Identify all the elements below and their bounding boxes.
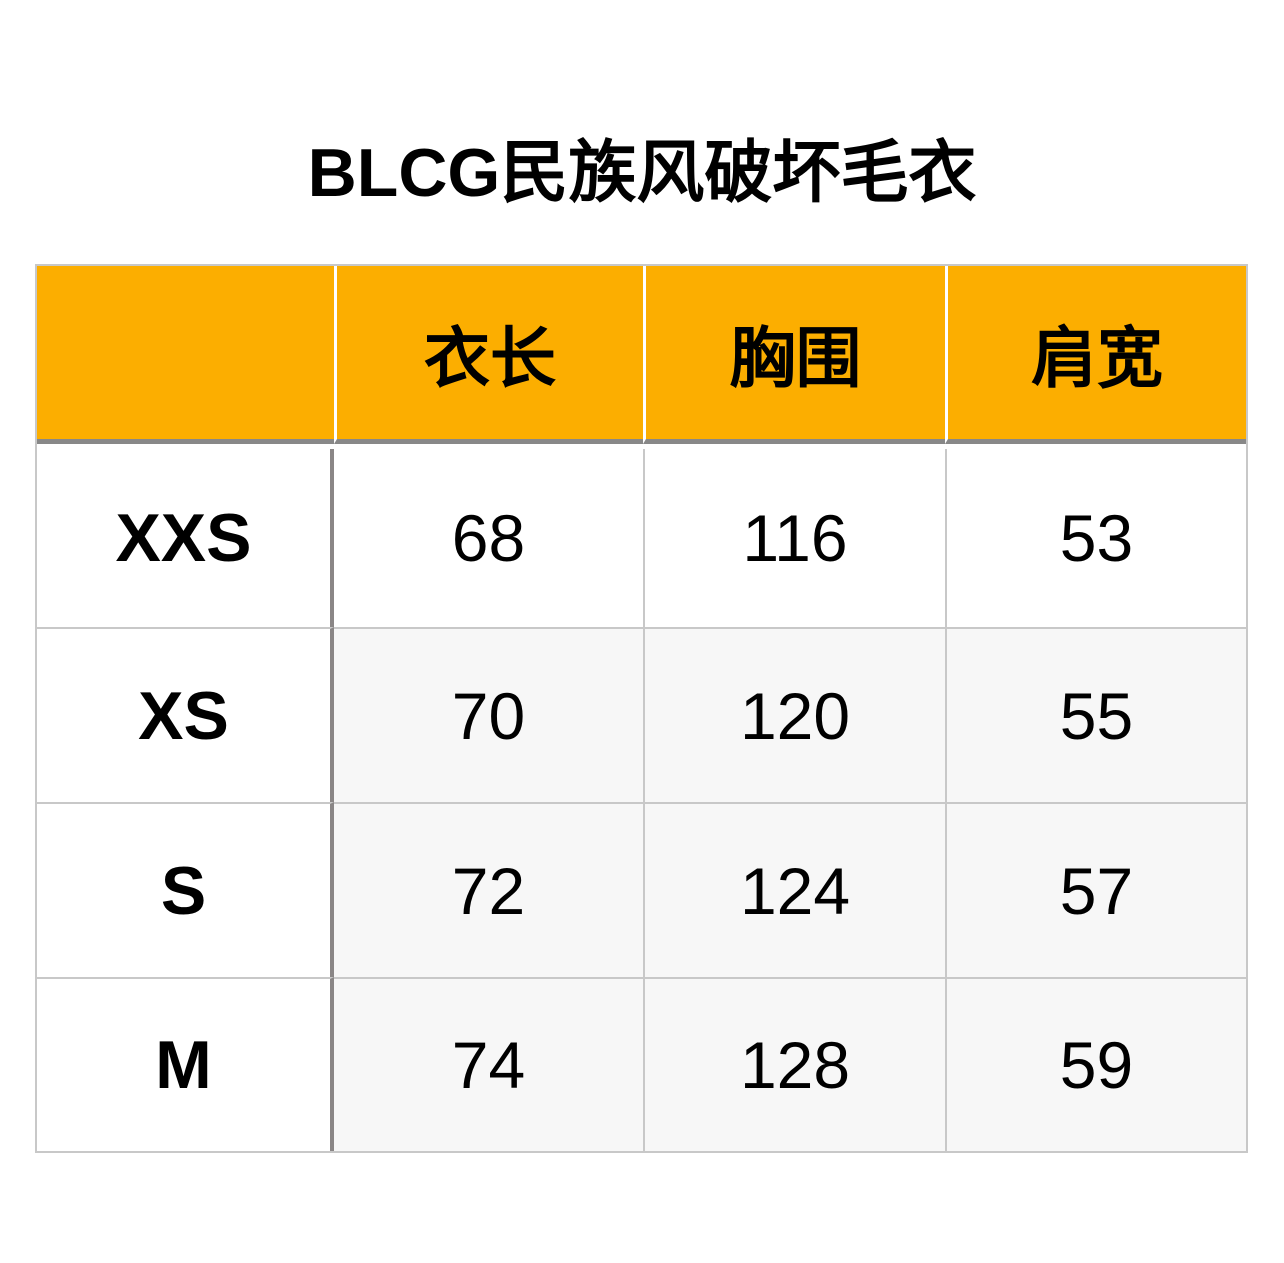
table-cell: 74 [334,977,643,1151]
size-label: XS [37,627,334,802]
page-title: BLCG民族风破坏毛衣 [307,135,977,211]
table-cell: 120 [643,627,945,802]
table-cell: 72 [334,802,643,977]
table-cell: 59 [945,977,1246,1151]
table-cell: 70 [334,627,643,802]
size-label: M [37,977,334,1151]
table-cell: 128 [643,977,945,1151]
table-cell: 55 [945,627,1246,802]
header-chest: 胸围 [643,266,945,444]
table-cell: 57 [945,802,1246,977]
header-shoulder: 肩宽 [945,266,1246,444]
size-label: XXS [37,449,334,627]
header-empty [37,266,334,444]
table-cell: 116 [643,449,945,627]
table-cell: 53 [945,449,1246,627]
size-chart-table: 衣长 胸围 肩宽 XXS 68 116 53 XS 70 120 55 S 72 124 57 M 74 128 5… [35,264,1248,1153]
size-label: S [37,802,334,977]
table-cell: 124 [643,802,945,977]
table-cell: 68 [334,449,643,627]
header-length: 衣长 [334,266,643,444]
